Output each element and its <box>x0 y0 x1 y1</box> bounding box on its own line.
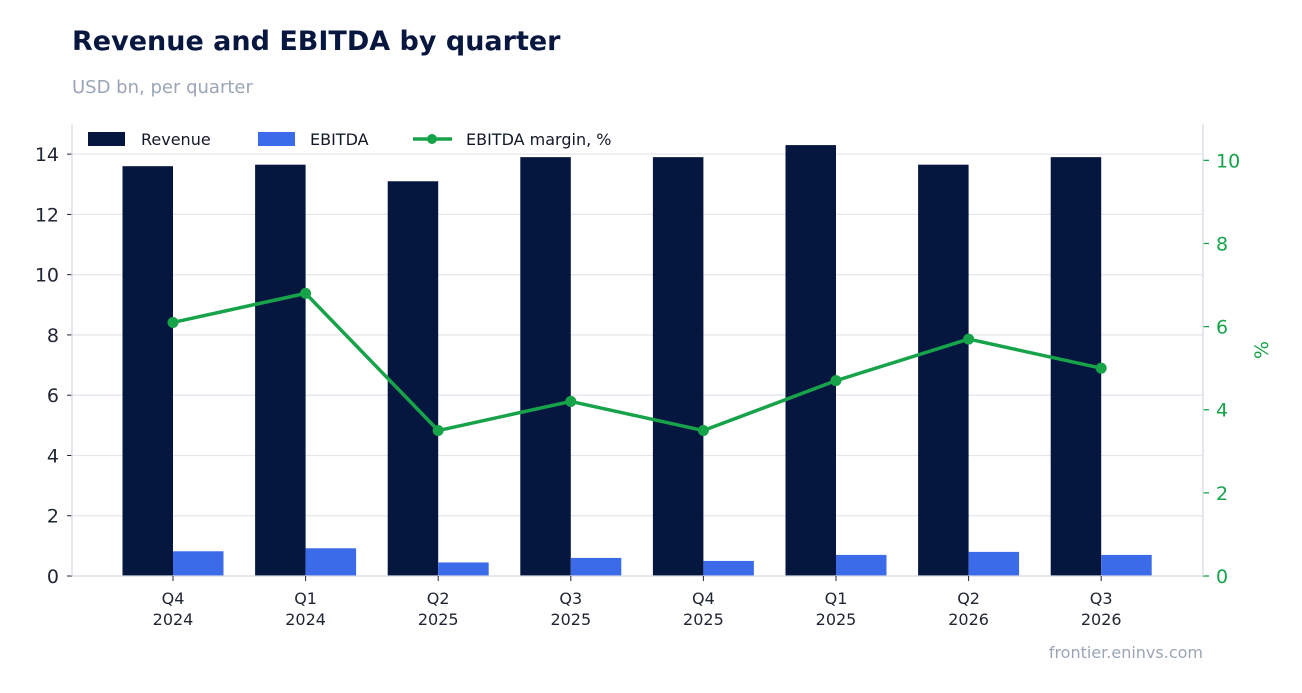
margin-point <box>830 375 842 387</box>
bar-revenue <box>520 157 571 576</box>
bar-revenue <box>255 164 306 576</box>
margin-point <box>167 316 179 328</box>
bar-ebitda <box>1101 554 1152 576</box>
x-tick-label-quarter: Q4 <box>162 589 185 608</box>
x-tick-label-year: 2026 <box>1081 610 1122 629</box>
bar-revenue <box>785 145 836 577</box>
y-left-tick-label: 6 <box>47 385 59 407</box>
x-tick-label-quarter: Q3 <box>559 589 582 608</box>
y-right-axis-label: % <box>1251 341 1273 359</box>
legend-swatch-margin-marker <box>427 134 437 144</box>
x-tick-label-year: 2024 <box>153 610 194 629</box>
y-left-tick-label: 0 <box>47 566 59 588</box>
margin-line <box>167 287 1107 437</box>
bar-ebitda <box>173 551 224 576</box>
y-right-tick-label: 6 <box>1216 317 1228 339</box>
y-right-tick-label: 10 <box>1216 150 1240 172</box>
x-tick-label-quarter: Q2 <box>427 589 450 608</box>
bar-ebitda <box>438 562 489 576</box>
margin-point <box>565 395 577 407</box>
bar-revenue <box>122 166 173 577</box>
source-label: frontier.eninvs.com <box>1048 643 1203 662</box>
bars <box>122 145 1152 577</box>
legend-label-revenue: Revenue <box>141 130 211 149</box>
legend: Revenue EBITDA EBITDA margin, % <box>88 130 611 149</box>
bar-revenue <box>918 164 969 576</box>
x-tick-label-year: 2025 <box>418 610 459 629</box>
x-tick-label-year: 2025 <box>683 610 724 629</box>
x-tick-label-year: 2025 <box>816 610 857 629</box>
y-right-tick-label: 4 <box>1216 400 1228 422</box>
y-left-tick-label: 8 <box>47 325 59 347</box>
y-right-tick-label: 0 <box>1216 566 1228 588</box>
chart-subtitle: USD bn, per quarter <box>72 77 253 98</box>
x-tick-label-quarter: Q1 <box>825 589 848 608</box>
bar-revenue <box>387 181 439 576</box>
bar-ebitda <box>570 557 622 576</box>
x-tick-label-year: 2025 <box>550 610 591 629</box>
margin-point <box>432 425 444 437</box>
y-left-tick-label: 10 <box>35 265 59 287</box>
x-tick-label-quarter: Q2 <box>957 589 980 608</box>
margin-point <box>963 333 975 345</box>
legend-swatch-ebitda <box>258 132 295 146</box>
margin-point <box>697 425 709 437</box>
bar-revenue <box>652 157 704 576</box>
y-left-tick-label: 2 <box>47 506 59 528</box>
x-tick-label-quarter: Q1 <box>294 589 317 608</box>
y-right-tick-label: 8 <box>1216 233 1228 255</box>
margin-point <box>1095 362 1107 374</box>
grid-lines <box>72 153 1203 517</box>
x-tick-label-year: 2024 <box>285 610 326 629</box>
bar-ebitda <box>968 551 1020 576</box>
y-right-tick-label: 2 <box>1216 483 1228 505</box>
y-left-tick-label: 4 <box>47 445 59 467</box>
axes: 0 2 4 6 8 10 12 14 0 2 4 6 8 10% Q4 2024 Q1 2024 Q2 2025 Q3 2… <box>35 124 1273 629</box>
bar-ebitda <box>305 548 357 576</box>
legend-label-ebitda: EBITDA <box>310 130 369 149</box>
x-tick-label-quarter: Q4 <box>692 589 715 608</box>
bar-ebitda <box>836 554 887 576</box>
y-left-tick-label: 14 <box>35 144 59 166</box>
margin-series-line <box>172 291 1102 433</box>
margin-point <box>300 287 312 299</box>
legend-swatch-revenue <box>88 132 125 146</box>
x-tick-label-quarter: Q3 <box>1090 589 1113 608</box>
x-tick-label-year: 2026 <box>948 610 989 629</box>
legend-label-margin: EBITDA margin, % <box>466 130 611 149</box>
y-left-tick-label: 12 <box>35 204 59 226</box>
chart-title: Revenue and EBITDA by quarter <box>72 26 561 57</box>
bar-ebitda <box>703 560 754 576</box>
